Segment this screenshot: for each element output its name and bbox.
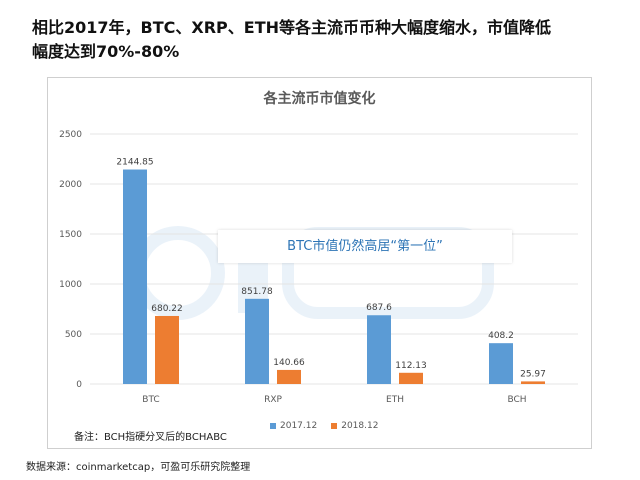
y-tick-label: 2500	[59, 130, 82, 140]
bar-eth-1	[399, 372, 423, 384]
data-source: 数据来源：coinmarketcap，可盈可乐研究院整理	[26, 462, 251, 473]
data-label: 687.6	[366, 303, 392, 313]
data-label: 140.66	[273, 358, 305, 368]
y-tick-label: 2000	[59, 180, 82, 190]
y-tick-label: 0	[76, 380, 82, 390]
x-tick-label: BCH	[507, 395, 526, 405]
bar-rxp-0	[245, 298, 269, 384]
chart-panel: 各主流币市值变化 0 500 1000 1500 2000 2500 2144.85 680.…	[47, 77, 592, 449]
data-label: 112.13	[395, 361, 427, 371]
legend-label-2018: 2018.12	[341, 421, 379, 431]
bar-rxp-1	[277, 369, 301, 384]
chart-legend: 2017.12 2018.12	[270, 421, 378, 431]
data-label: 851.78	[241, 287, 273, 297]
y-tick-label: 500	[65, 330, 82, 340]
y-tick-label: 1000	[59, 280, 82, 290]
callout-box: BTC市值仍然高居“第一位”	[218, 230, 512, 263]
legend-item-2017: 2017.12	[270, 421, 317, 431]
slide-title: 相比2017年，BTC、XRP、ETH等各主流币币种大幅度缩水，市值降低 幅度达…	[32, 18, 552, 61]
legend-label-2017: 2017.12	[280, 421, 318, 431]
bar-btc-0	[123, 169, 147, 384]
x-tick-label: BTC	[142, 395, 159, 405]
chart-note: 备注：BCH指硬分叉后的BCHABC	[74, 432, 227, 443]
x-tick-label: ETH	[386, 395, 404, 405]
data-label: 408.2	[488, 331, 514, 341]
chart-title: 各主流币市值变化	[263, 91, 376, 107]
bar-eth-0	[367, 315, 391, 384]
data-label: 680.22	[151, 304, 183, 314]
bar-bch-1	[521, 381, 545, 384]
legend-swatch-2017	[270, 423, 276, 429]
bar-chart: 0 500 1000 1500 2000 2500 2144.85 680.22 BTC 851.…	[59, 130, 578, 405]
legend-item-2018: 2018.12	[331, 421, 378, 431]
data-label: 2144.85	[116, 158, 153, 168]
bar-bch-0	[489, 343, 513, 384]
data-label: 25.97	[520, 369, 546, 379]
y-tick-label: 1500	[59, 230, 82, 240]
x-tick-label: RXP	[264, 395, 282, 405]
legend-swatch-2018	[331, 423, 338, 429]
bar-btc-1	[155, 315, 179, 384]
